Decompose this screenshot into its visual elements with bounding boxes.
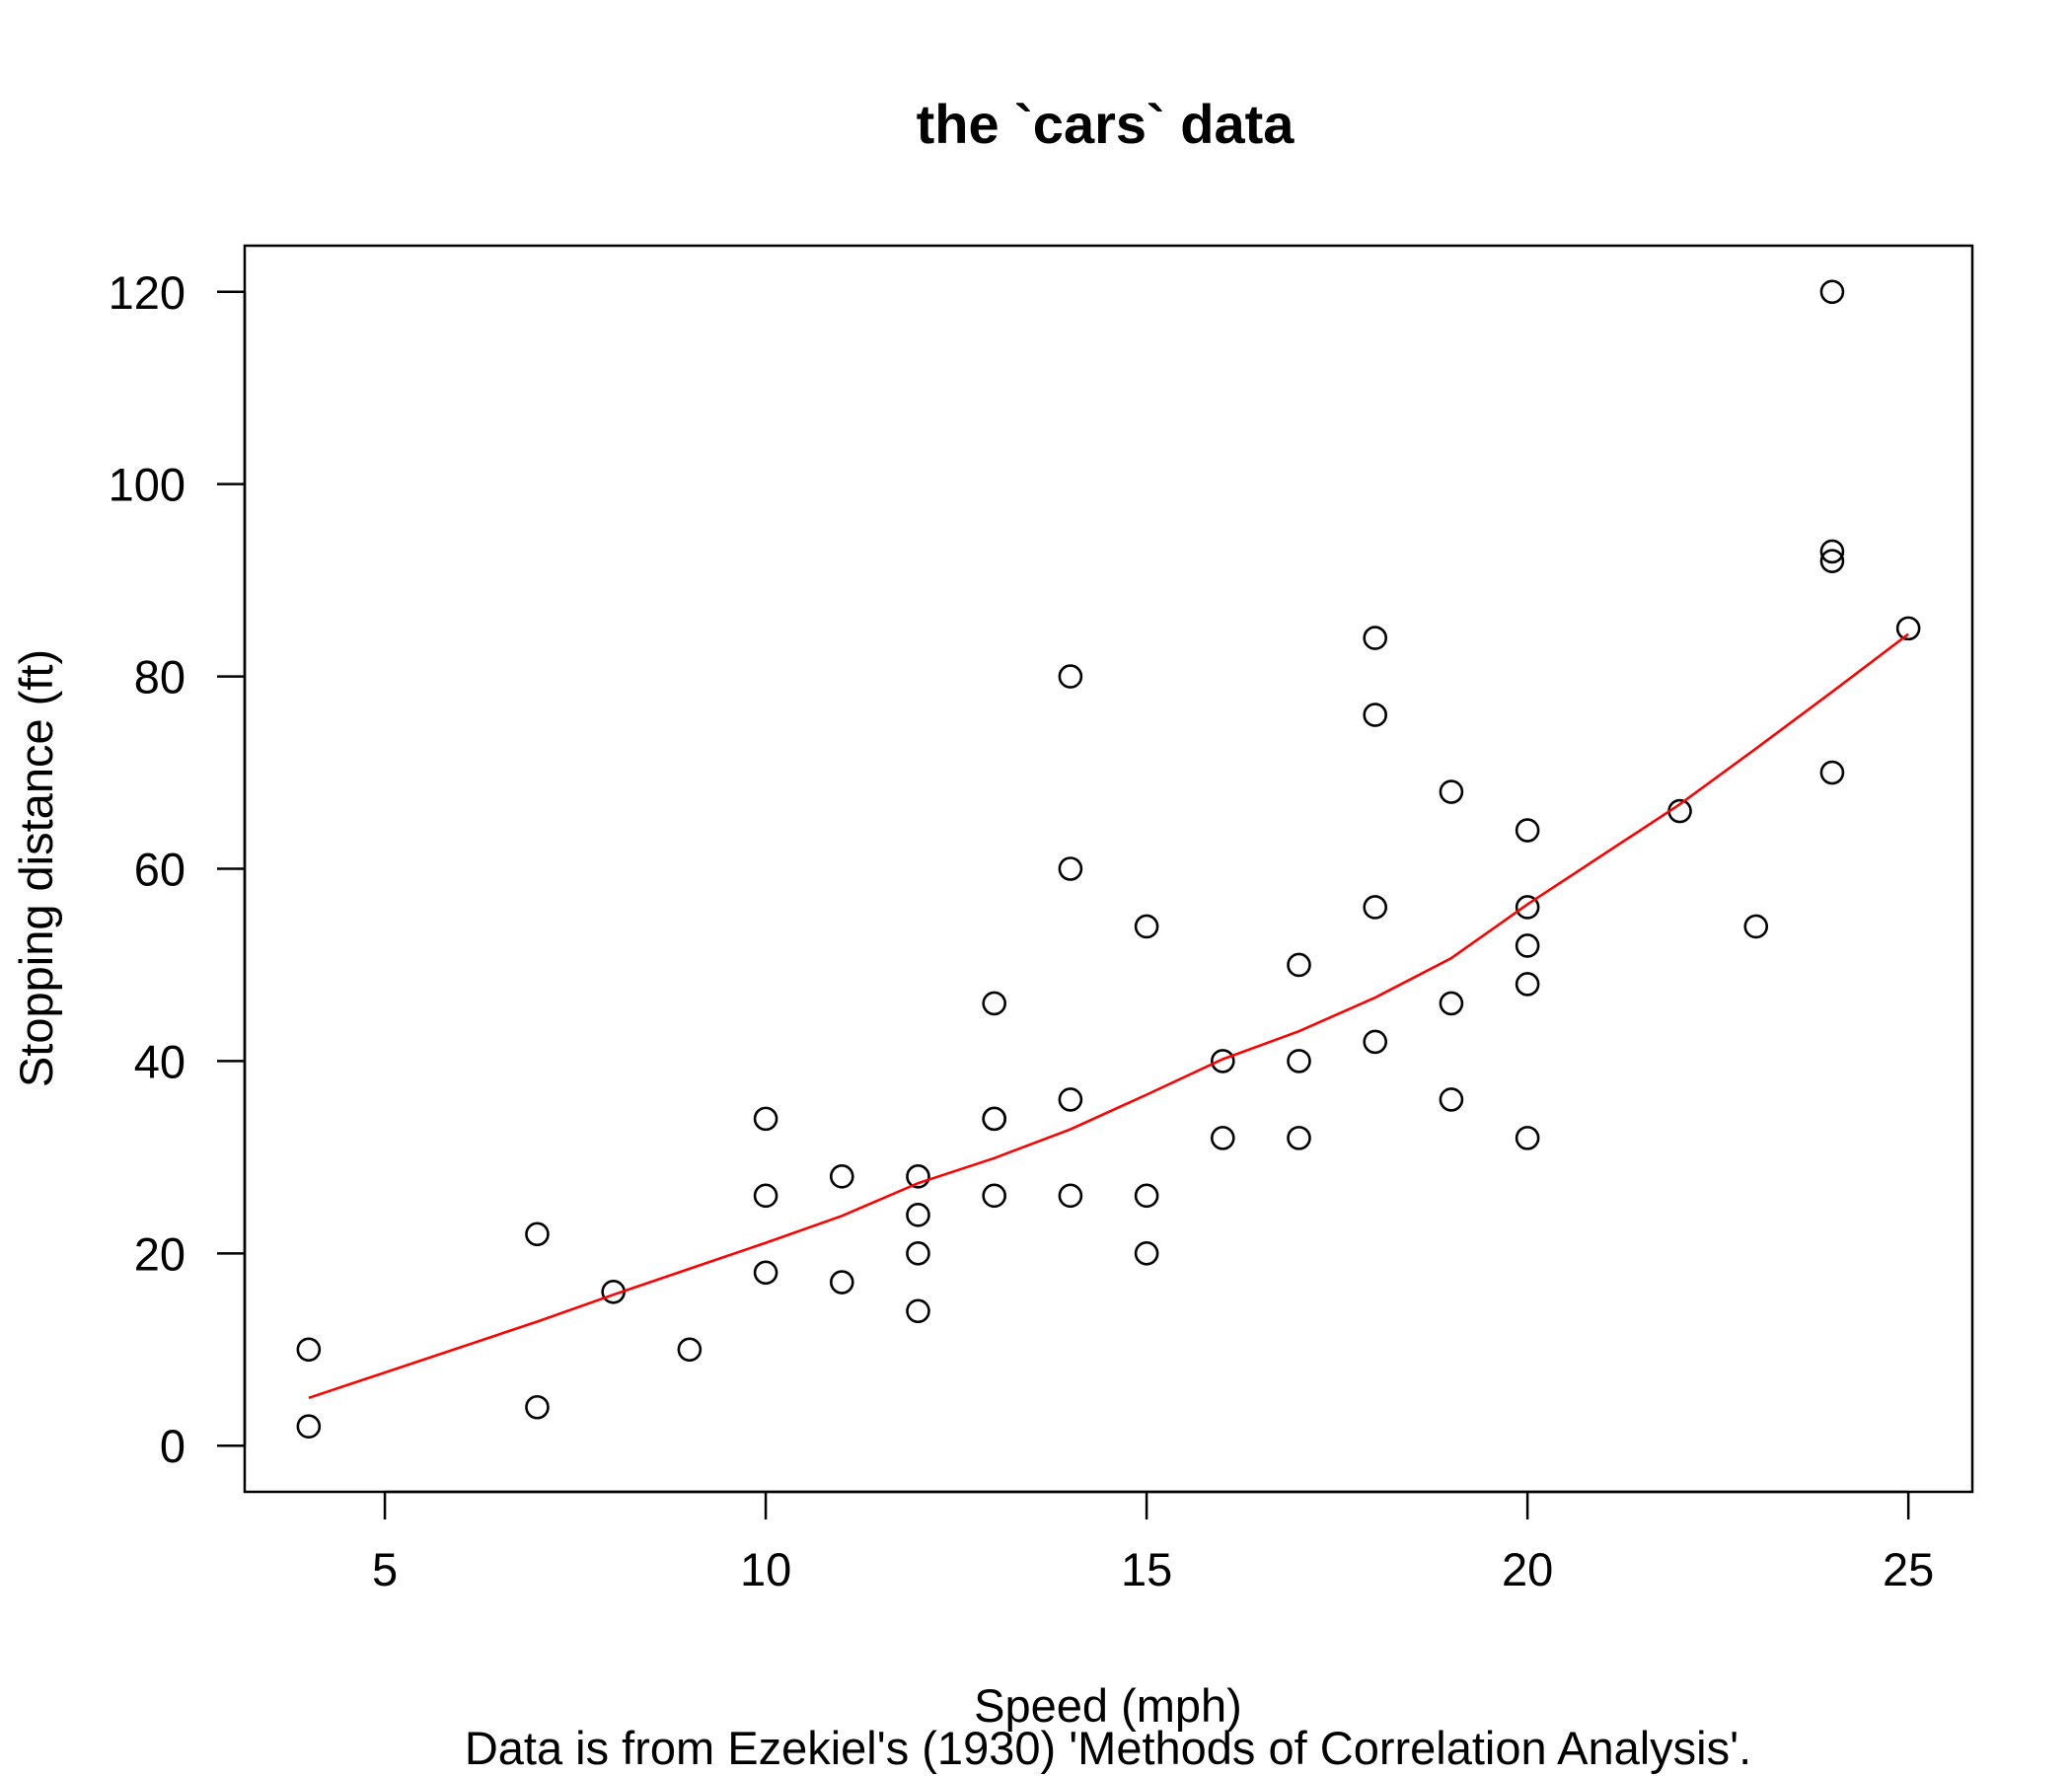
data-point (1134, 1183, 1159, 1209)
data-point (1287, 1126, 1311, 1150)
data-point (1363, 895, 1388, 920)
data-point (1895, 616, 1921, 641)
chart-title: the `cars` data (917, 93, 1295, 155)
data-point (1058, 1183, 1083, 1209)
data-point (1515, 818, 1540, 843)
data-point (1439, 1087, 1464, 1112)
y-tick-label: 0 (160, 1420, 185, 1472)
data-point (982, 991, 1006, 1016)
data-point (753, 1183, 778, 1209)
x-tick-label: 15 (1121, 1543, 1172, 1595)
data-point (1515, 933, 1540, 958)
data-point (296, 1337, 322, 1363)
data-point (1439, 991, 1464, 1016)
y-tick-label: 120 (109, 266, 185, 319)
data-point (1819, 760, 1845, 785)
data-point (1287, 1049, 1311, 1073)
data-points (296, 279, 1921, 1440)
data-point (1819, 539, 1845, 564)
data-point (1439, 779, 1464, 804)
data-point (1363, 703, 1388, 727)
data-point (1515, 1126, 1540, 1150)
y-axis-label: Stopping distance (ft) (10, 649, 62, 1087)
data-point (1515, 972, 1540, 997)
data-point (1363, 1029, 1388, 1055)
smooth-line-group (308, 632, 1909, 1400)
y-tick-label: 20 (134, 1227, 185, 1280)
data-point (753, 1106, 778, 1132)
data-point (906, 1203, 930, 1227)
data-point (906, 1241, 930, 1266)
y-axis: 0 20 40 60 80 100 120 (109, 266, 247, 1472)
x-axis-label: Speed (mph) (974, 1679, 1242, 1732)
data-point (525, 1221, 550, 1247)
data-point (1134, 1241, 1159, 1266)
data-point (677, 1337, 703, 1363)
data-point (1058, 1087, 1083, 1112)
data-point (1819, 549, 1845, 573)
x-axis: 5 10 15 20 25 (372, 1490, 1934, 1595)
y-tick-label: 80 (134, 651, 185, 703)
data-point (1743, 914, 1769, 939)
data-point (1211, 1049, 1235, 1073)
smooth-line (308, 632, 1909, 1400)
data-point (906, 1164, 930, 1189)
source-note: Data is from Ezekiel's (1930) 'Methods o… (465, 1722, 1751, 1774)
y-tick-label: 40 (134, 1035, 185, 1087)
data-point (525, 1394, 550, 1420)
data-point (906, 1298, 930, 1324)
data-point (753, 1260, 778, 1286)
data-point (829, 1164, 854, 1189)
y-tick-label: 60 (134, 844, 185, 896)
plot-frame (243, 244, 1974, 1494)
data-point (1058, 664, 1083, 689)
data-point (829, 1270, 854, 1295)
y-tick-label: 100 (109, 459, 185, 511)
data-point (982, 1106, 1006, 1132)
data-point (982, 1183, 1006, 1209)
x-tick-label: 10 (740, 1543, 791, 1595)
data-point (296, 1414, 322, 1440)
data-point (1819, 279, 1845, 305)
data-point (1211, 1126, 1235, 1150)
x-tick-label: 5 (372, 1543, 398, 1595)
data-point (1287, 952, 1311, 978)
data-point (1363, 626, 1388, 650)
data-point (1058, 856, 1083, 881)
x-tick-label: 20 (1502, 1543, 1553, 1595)
data-point (1515, 895, 1540, 920)
data-point (1134, 914, 1159, 939)
x-tick-label: 25 (1883, 1543, 1934, 1595)
